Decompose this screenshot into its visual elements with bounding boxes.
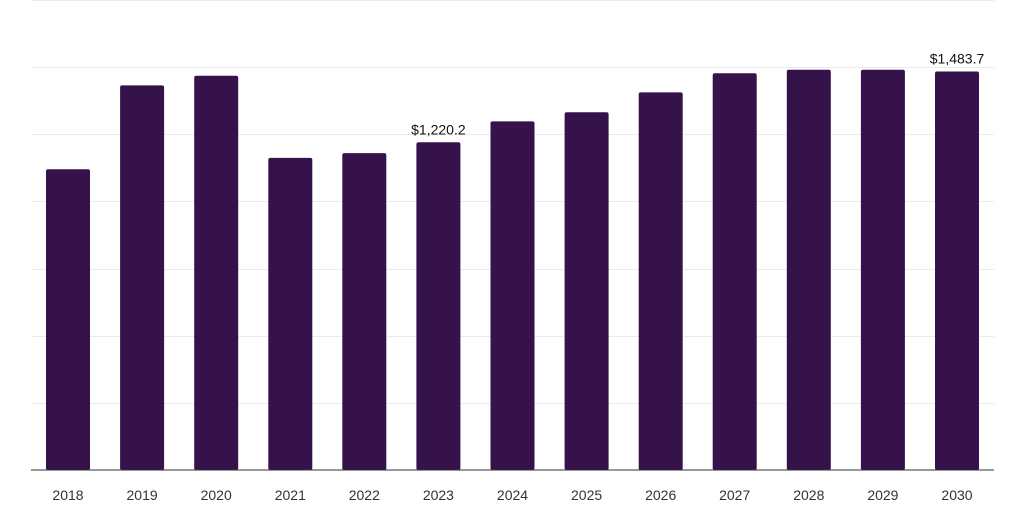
- bars: [46, 69, 979, 471]
- x-tick-label: 2020: [201, 487, 232, 503]
- x-tick-label: 2027: [719, 487, 750, 503]
- x-tick-label: 2028: [793, 487, 824, 503]
- x-tick-label: 2019: [127, 487, 158, 503]
- x-tick-label: 2030: [941, 487, 972, 503]
- bar-2029: [860, 69, 905, 471]
- bar-2020: [194, 75, 239, 470]
- bar-2024: [490, 121, 535, 471]
- x-tick-label: 2029: [867, 487, 898, 503]
- data-label-2023: $1,220.2: [411, 121, 466, 137]
- x-tick-label: 2023: [423, 487, 454, 503]
- data-label-2030: $1,483.7: [930, 51, 985, 67]
- data-labels: $1,220.2 $1,483.7: [411, 51, 984, 138]
- x-tick-label: 2026: [645, 487, 676, 503]
- x-tick-label: 2024: [497, 487, 528, 503]
- x-tick-label: 2021: [275, 487, 306, 503]
- x-axis-ticks: 2018 2019 2020 2021 2022 2023 2024 2025 2026 2027…: [52, 487, 972, 503]
- bar-2025: [564, 112, 609, 471]
- bar-2026: [638, 92, 683, 471]
- bar-2019: [120, 85, 165, 471]
- x-tick-label: 2018: [52, 487, 83, 503]
- bar-2022: [342, 153, 387, 470]
- bar-2027: [712, 73, 757, 471]
- bar-2028: [786, 69, 831, 471]
- x-tick-label: 2022: [349, 487, 380, 503]
- bar-2018: [46, 169, 90, 470]
- bar-2021: [268, 157, 313, 470]
- bar-2030: [935, 71, 979, 470]
- bar-2023: [416, 142, 461, 471]
- x-tick-label: 2025: [571, 487, 602, 503]
